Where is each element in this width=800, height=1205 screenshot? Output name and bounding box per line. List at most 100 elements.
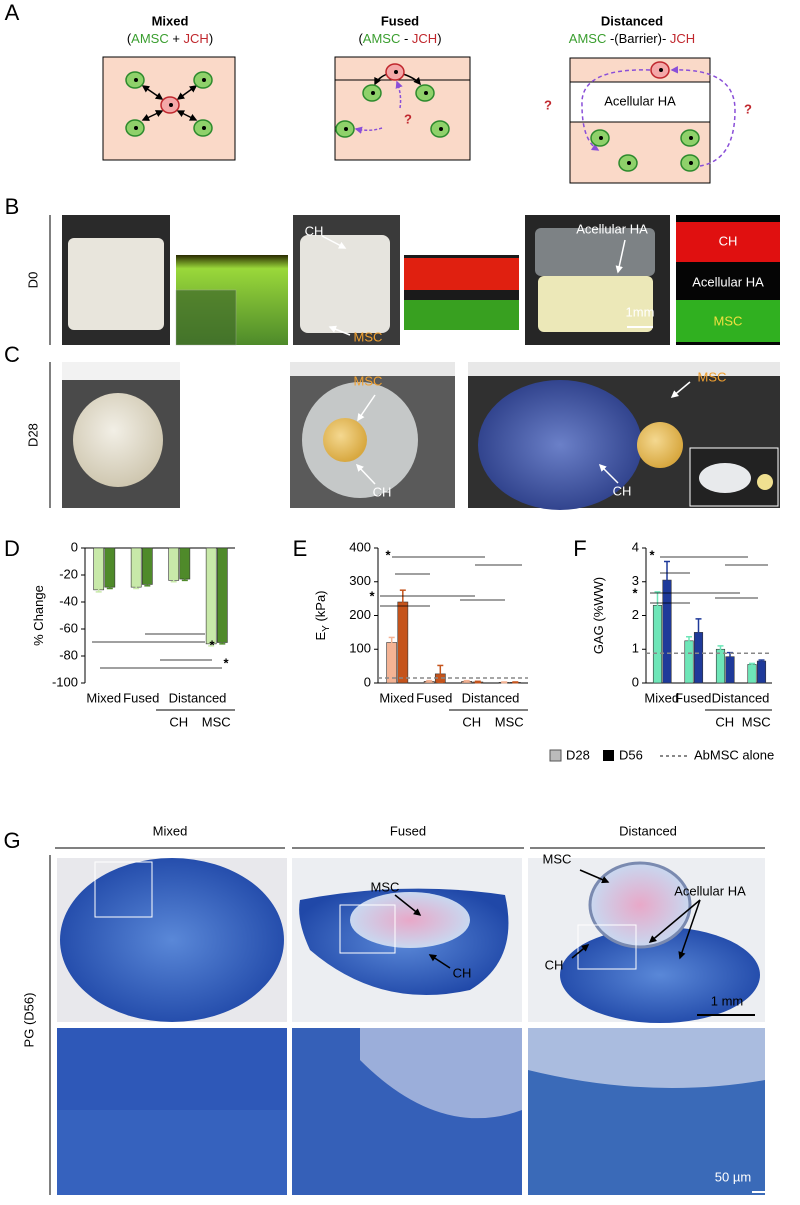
significance-star: *: [223, 655, 229, 670]
bar: [179, 547, 191, 580]
label: ?: [544, 97, 552, 112]
bar: [216, 547, 228, 643]
nucleus: [394, 70, 398, 74]
bar: [715, 648, 726, 684]
y-label-main: % Change: [31, 585, 46, 646]
x-tick-label: Mixed: [379, 690, 414, 705]
panel-b-photos: [49, 215, 780, 346]
label: MSC: [354, 373, 383, 388]
group-label: Distanced: [712, 690, 770, 705]
nucleus: [599, 136, 603, 140]
column-title: Mixed: [153, 823, 188, 838]
x-tick-label: CH: [169, 714, 188, 729]
panel-letter: A: [5, 0, 20, 25]
y-tick-label: -80: [59, 647, 78, 662]
subtitle-part: -: [400, 31, 412, 46]
group-label: Distanced: [169, 690, 227, 705]
bar: [756, 660, 767, 684]
nucleus: [344, 127, 348, 131]
label: CH: [373, 484, 392, 499]
significance-star: *: [649, 547, 655, 562]
panel-letter: B: [5, 194, 20, 219]
subtitle-part: AMSC: [131, 31, 169, 46]
subtitle-part: (: [127, 31, 132, 46]
label: MSC: [543, 851, 572, 866]
subtitle-part: -(Barrier)-: [606, 31, 670, 46]
bar: [205, 547, 217, 645]
significance-star: *: [209, 637, 215, 652]
bar: [141, 547, 153, 585]
diagram-subtitle: (AMSC - JCH): [358, 31, 441, 46]
nucleus: [202, 126, 206, 130]
bar: [130, 547, 142, 588]
nucleus: [659, 68, 663, 72]
label: Acellular HA: [576, 221, 648, 236]
subtitle-part: ): [437, 31, 441, 46]
nucleus: [689, 161, 693, 165]
column-title: Distanced: [619, 823, 677, 838]
legend-swatch: [549, 749, 562, 762]
label: Acellular HA: [604, 93, 676, 108]
subtitle-part: (: [358, 31, 363, 46]
y-label-main: GAG (%WW): [591, 577, 606, 654]
group-label: Distanced: [462, 690, 520, 705]
label: CH: [545, 957, 564, 972]
x-tick-label: CH: [462, 714, 481, 729]
y-tick-label: 1: [632, 641, 639, 656]
x-tick-label: Fused: [675, 690, 711, 705]
nucleus: [202, 78, 206, 82]
label: ?: [404, 111, 412, 126]
subtitle-part: JCH: [412, 31, 437, 46]
x-tick-label: MSC: [495, 714, 524, 729]
panel-letter: D: [4, 536, 20, 561]
significance-star: *: [385, 547, 391, 562]
panel-letter: G: [3, 828, 20, 853]
significance-star: *: [369, 588, 375, 603]
x-tick-label: Fused: [123, 690, 159, 705]
y-label-sub: Y: [321, 625, 332, 632]
nucleus: [689, 136, 693, 140]
x-tick-label: MSC: [202, 714, 231, 729]
subtitle-part: AMSC: [363, 31, 401, 46]
y-tick-label: -40: [59, 593, 78, 608]
bar: [386, 642, 398, 684]
legend-label: AbMSC alone: [694, 747, 774, 762]
nucleus: [169, 103, 173, 107]
label: MSC: [714, 313, 743, 328]
label: D0: [25, 272, 40, 289]
panel-letter: F: [573, 536, 586, 561]
panel-c-photos: [49, 362, 780, 510]
panel-letter: E: [293, 536, 308, 561]
y-label-unit: (kPa): [313, 590, 328, 625]
y-tick-label: -60: [59, 620, 78, 635]
subtitle-part: +: [169, 31, 184, 46]
x-tick-label: MSC: [742, 714, 771, 729]
y-tick-label: 300: [349, 573, 371, 588]
nucleus: [439, 127, 443, 131]
label: MSC: [698, 369, 727, 384]
y-label-main: E: [313, 632, 328, 641]
label: 50 µm: [715, 1169, 751, 1184]
nucleus: [134, 126, 138, 130]
x-tick-label: Mixed: [644, 690, 679, 705]
panel-g-images: [49, 847, 765, 1195]
label: 1mm: [626, 304, 655, 319]
label: 1 mm: [711, 993, 744, 1008]
label: MSC: [354, 329, 383, 344]
subtitle-part: ): [209, 31, 213, 46]
y-tick-label: 200: [349, 607, 371, 622]
diagram-title: Mixed: [152, 13, 189, 28]
diagram-subtitle: AMSC -(Barrier)- JCH: [569, 31, 695, 46]
label: CH: [453, 965, 472, 980]
y-axis-label: EY (kPa): [313, 590, 331, 640]
label: Acellular HA: [692, 274, 764, 289]
y-tick-label: 4: [632, 539, 639, 554]
label: Acellular HA: [674, 883, 746, 898]
label: CH: [305, 223, 324, 238]
y-tick-label: 400: [349, 539, 371, 554]
subtitle-part: JCH: [670, 31, 695, 46]
bar: [168, 547, 180, 581]
